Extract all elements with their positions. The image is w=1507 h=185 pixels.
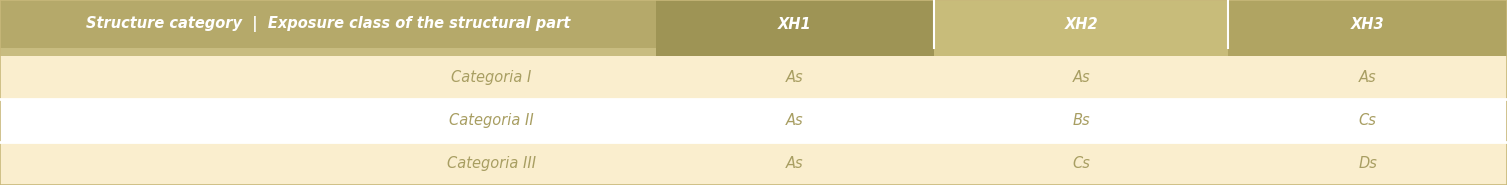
Bar (1228, 0, 1507, 48)
Text: Cs: Cs (1073, 156, 1090, 171)
Text: As: As (1073, 70, 1090, 85)
Bar (0, 0, 656, 48)
Text: Ds: Ds (1358, 156, 1377, 171)
Bar (656, 48, 934, 56)
Text: Categoria III: Categoria III (448, 156, 536, 171)
Text: XH2: XH2 (1064, 16, 1099, 32)
Text: Cs: Cs (1359, 113, 1376, 128)
Bar (656, 0, 934, 48)
Text: As: As (787, 113, 803, 128)
Text: Categoria I: Categoria I (452, 70, 532, 85)
Text: As: As (787, 156, 803, 171)
Text: Bs: Bs (1073, 113, 1090, 128)
Text: XH1: XH1 (778, 16, 812, 32)
Bar (0, 56, 1507, 99)
Bar (0, 142, 1507, 185)
Text: As: As (787, 70, 803, 85)
Text: As: As (1359, 70, 1376, 85)
Bar (1228, 48, 1507, 56)
Bar (0, 48, 656, 56)
Text: XH3: XH3 (1350, 16, 1385, 32)
Text: Categoria II: Categoria II (449, 113, 533, 128)
Bar (0, 99, 1507, 142)
Text: Structure category  |  Exposure class of the structural part: Structure category | Exposure class of t… (86, 16, 570, 32)
Bar (934, 48, 1228, 56)
Bar (934, 0, 1228, 48)
